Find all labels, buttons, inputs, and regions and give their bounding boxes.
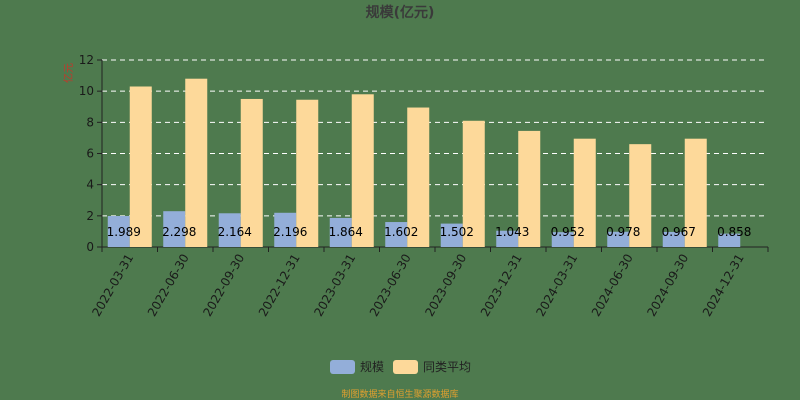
x-tick-labels: 2022-03-31 2022-06-30 2022-09-30 2022-12-31… — [89, 252, 746, 319]
grid-lines — [102, 59, 768, 217]
x-tick-label: 2024-09-30 — [644, 252, 691, 319]
x-tick-label: 2022-03-31 — [89, 252, 136, 319]
bar-peer-average[interactable] — [684, 138, 707, 247]
data-label: 0.978 — [606, 225, 640, 239]
x-tick-label: 2022-06-30 — [145, 252, 192, 319]
y-tick-label: 2 — [86, 209, 94, 223]
y-axis-label: 亿元 — [62, 63, 75, 83]
bar-scale[interactable] — [218, 213, 241, 247]
legend-item[interactable]: 同类平均 — [393, 360, 471, 374]
bar-peer-average[interactable] — [629, 144, 652, 247]
footer-source-note: 制图数据来自恒生聚源数据库 — [341, 388, 458, 400]
bar-peer-average[interactable] — [185, 78, 208, 247]
legend-swatch — [393, 360, 418, 374]
legend-swatch — [330, 360, 355, 374]
data-label: 0.858 — [717, 225, 751, 239]
bar-peer-average[interactable] — [351, 94, 374, 248]
x-tick-label: 2023-12-31 — [478, 252, 525, 319]
bar-scale[interactable] — [274, 212, 297, 247]
x-tick-label: 2023-03-31 — [311, 252, 358, 319]
data-label: 2.298 — [162, 225, 196, 239]
data-label: 1.989 — [107, 225, 141, 239]
x-tick-label: 2022-09-30 — [200, 252, 247, 319]
bar-scale[interactable] — [496, 230, 519, 247]
bar-scale[interactable] — [718, 233, 741, 247]
legend-item[interactable]: 规模 — [330, 359, 384, 374]
bar-peer-average[interactable] — [296, 99, 319, 247]
x-tick-label: 2024-03-31 — [533, 252, 580, 319]
bar-peer-average[interactable] — [573, 138, 596, 247]
bar-scale[interactable] — [607, 231, 630, 247]
bar-peer-average[interactable] — [129, 86, 152, 247]
data-label: 0.967 — [662, 225, 696, 239]
y-tick-label: 6 — [86, 147, 94, 161]
x-tick-label: 2023-06-30 — [367, 252, 414, 319]
y-tick-label: 12 — [79, 53, 94, 67]
bar-peer-average[interactable] — [407, 107, 430, 247]
bar-scale[interactable] — [329, 217, 352, 247]
legend[interactable]: 规模 同类平均 — [330, 359, 471, 374]
x-tick-label: 2024-06-30 — [589, 252, 636, 319]
chart-title: 规模(亿元) — [366, 4, 435, 21]
bar-peer-average[interactable] — [462, 120, 485, 247]
y-tick-label: 0 — [86, 240, 94, 254]
bar-peer-average[interactable] — [240, 98, 263, 247]
data-label: 1.043 — [495, 225, 529, 239]
bar-scale[interactable] — [107, 216, 130, 247]
data-label: 1.864 — [329, 225, 363, 239]
x-tick-label: 2023-09-30 — [422, 252, 469, 319]
data-label: 2.164 — [218, 225, 252, 239]
data-label: 0.952 — [551, 225, 585, 239]
bar-scale[interactable] — [440, 223, 463, 247]
axes: 0 2 4 6 8 10 12 — [79, 53, 769, 254]
bar-peer-average[interactable] — [518, 130, 541, 247]
bar-scale[interactable] — [551, 232, 574, 247]
data-labels: 1.989 2.298 2.164 2.196 1.864 1.602 1.502 1.043… — [107, 225, 752, 239]
bar-scale[interactable] — [163, 211, 186, 247]
y-tick-label: 10 — [79, 84, 94, 98]
legend-label: 同类平均 — [423, 360, 471, 374]
data-label: 1.502 — [440, 225, 474, 239]
bars — [107, 78, 741, 248]
legend-label: 规模 — [360, 359, 384, 374]
y-tick-label: 8 — [86, 115, 94, 129]
y-tick-label: 4 — [86, 178, 94, 192]
x-tick-label: 2022-12-31 — [256, 252, 303, 319]
bar-scale[interactable] — [385, 222, 408, 247]
x-tick-label: 2024-12-31 — [700, 252, 747, 319]
data-label: 1.602 — [384, 225, 418, 239]
data-label: 2.196 — [273, 225, 307, 239]
bar-scale[interactable] — [662, 231, 685, 247]
